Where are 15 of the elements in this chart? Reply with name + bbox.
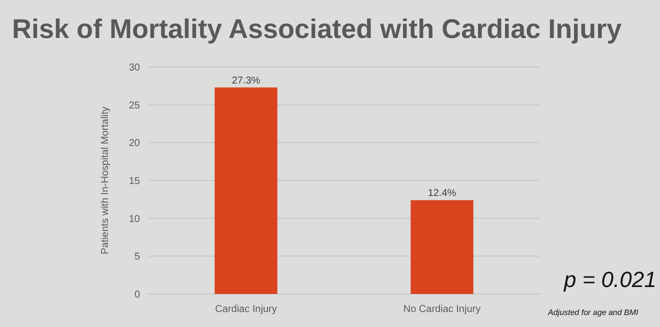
data-label: 27.3% xyxy=(232,75,260,86)
chart-title: Risk of Mortality Associated with Cardiac Injury xyxy=(12,14,622,44)
text: Adjusted for age and BMI xyxy=(547,308,640,317)
x-tick-label: Cardiac Injury xyxy=(215,304,277,315)
y-tick-label: 15 xyxy=(128,176,140,187)
data-label: 12.4% xyxy=(428,188,456,200)
x-tick-label: No Cardiac Injury xyxy=(403,304,481,315)
y-tick-label: 0 xyxy=(134,290,140,300)
y-tick-label: 25 xyxy=(128,100,140,112)
y-tick-label: 5 xyxy=(134,252,140,263)
y-tick-label: 20 xyxy=(128,138,140,150)
y-tick-label: 30 xyxy=(128,62,140,74)
y-axis-title: Patients with In-Hospital Mortality xyxy=(100,106,111,254)
text: p = 0.021 xyxy=(563,267,656,292)
y-tick-label: 10 xyxy=(128,214,140,225)
